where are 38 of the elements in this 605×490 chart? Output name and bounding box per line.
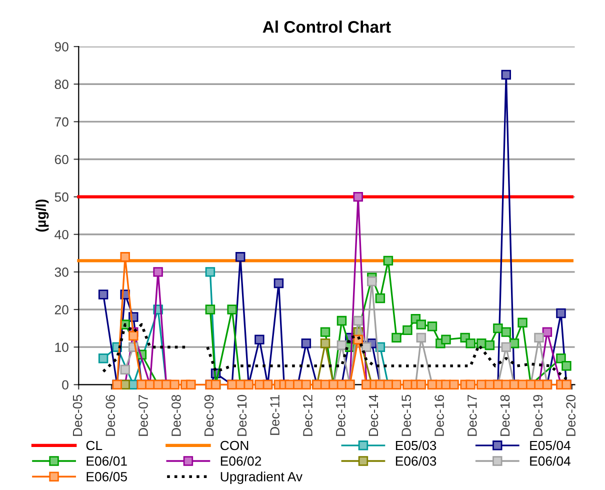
x-tick-label: Dec-14 <box>368 394 378 436</box>
x-tick-label: Dec-05 <box>72 394 82 436</box>
x-tick-label: Dec-12 <box>303 395 312 436</box>
x-tick-label: Dec-19 <box>533 394 543 436</box>
legend-label: E05/04 <box>530 440 570 450</box>
y-tick-label: 20 <box>54 305 68 314</box>
x-tick-label: Dec-06 <box>106 394 116 436</box>
x-tick-label: Dec-10 <box>237 394 247 436</box>
y-tick-label: 30 <box>54 268 68 277</box>
y-tick-label: 60 <box>54 154 68 164</box>
legend-label: Upgradient Av <box>220 472 302 484</box>
y-tick-label: 80 <box>54 80 68 90</box>
x-tick-label: Dec-17 <box>468 395 477 436</box>
legend-label: E06/03 <box>396 456 436 466</box>
legend-label: E05/03 <box>396 440 436 450</box>
legend-label: E06/02 <box>220 456 262 466</box>
chart-title: Al Control Chart <box>262 20 391 33</box>
x-tick-label: Dec-13 <box>336 394 346 436</box>
x-tick-label: Dec-08 <box>172 394 181 436</box>
y-tick-label: 40 <box>54 230 68 240</box>
x-tick-label: Dec-20 <box>566 394 576 436</box>
legend-label: E06/05 <box>86 472 127 482</box>
y-tick-label: 90 <box>54 42 68 52</box>
x-tick-label: Dec-07 <box>138 395 148 436</box>
x-tick-label: Dec-09 <box>204 394 214 436</box>
legend-label: CL <box>86 440 102 450</box>
x-tick-label: Dec-15 <box>402 394 412 436</box>
y-tick-label: 50 <box>54 192 68 202</box>
legend-label: E06/04 <box>530 456 570 466</box>
legend-label: CON <box>220 440 248 450</box>
x-tick-label: Dec-11 <box>270 395 280 435</box>
y-tick-label: 10 <box>55 342 68 352</box>
legend-label: E06/01 <box>86 456 127 466</box>
y-axis-title: (µg/l) <box>36 200 49 232</box>
y-tick-label: 70 <box>54 117 68 127</box>
y-tick-label: 0 <box>62 380 68 390</box>
x-tick-label: Dec-16 <box>434 394 444 436</box>
x-tick-label: Dec-18 <box>500 394 510 436</box>
